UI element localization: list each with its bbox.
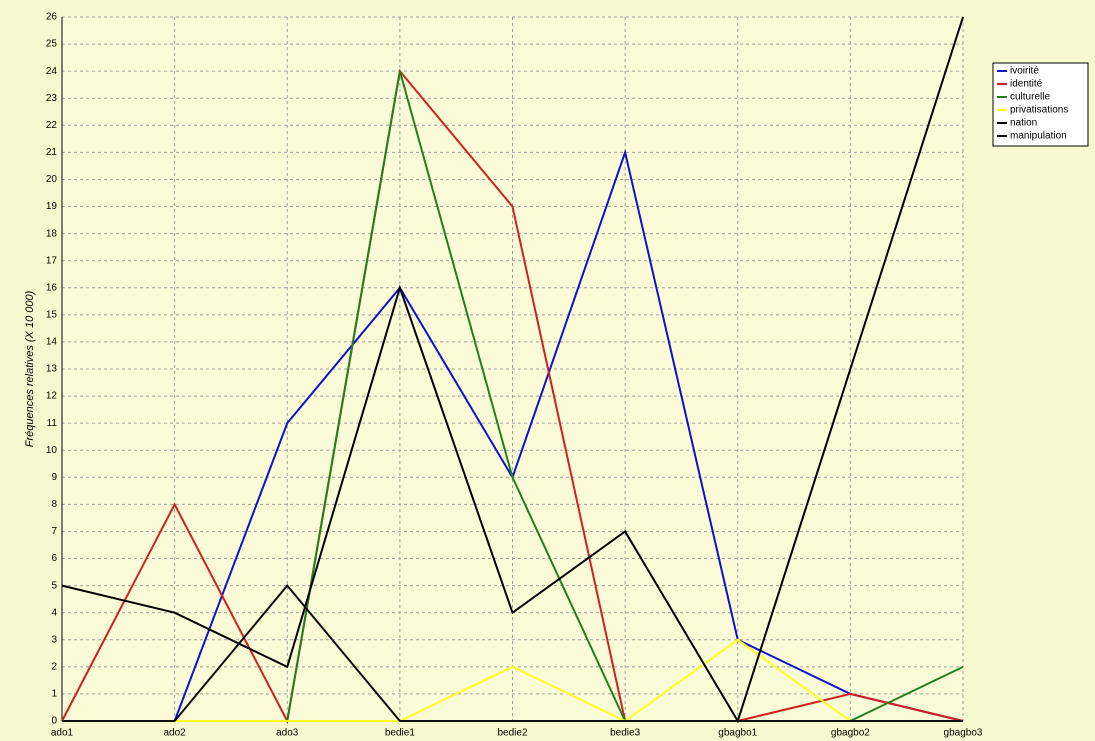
series-line: [61, 68, 964, 725]
y-tick-label: 23: [46, 93, 58, 104]
y-tick-label: 10: [46, 445, 58, 456]
y-tick-label: 9: [51, 472, 57, 483]
x-tick-label: gbagbo3: [944, 728, 983, 739]
y-tick-label: 0: [51, 716, 57, 727]
series-line: [62, 638, 963, 723]
x-tick-label: gbagbo2: [831, 728, 870, 739]
y-axis-label: Fréquences relatives (X 10 000): [24, 290, 36, 447]
series-line: [61, 16, 964, 724]
y-tick-label: 12: [46, 391, 58, 402]
y-tick-label: 4: [51, 607, 57, 618]
y-tick-label: 2: [51, 661, 57, 672]
y-tick-label: 14: [46, 337, 58, 348]
x-tick-label: bedie1: [385, 728, 415, 739]
x-tick-label: bedie3: [610, 728, 640, 739]
y-tick-label: 19: [46, 201, 58, 212]
legend-label: ivoirité: [1010, 66, 1039, 77]
y-tick-label: 24: [46, 66, 58, 77]
series-line: [62, 584, 963, 722]
x-tick-label: bedie2: [497, 728, 527, 739]
y-tick-label: 11: [47, 418, 58, 429]
y-tick-label: 18: [46, 228, 58, 239]
y-tick-label: 6: [51, 553, 57, 564]
y-tick-label: 16: [46, 282, 58, 293]
legend-label: privatisations: [1010, 105, 1068, 116]
y-tick-label: 21: [46, 147, 58, 158]
y-tick-label: 7: [51, 526, 57, 537]
legend-box: [992, 62, 1089, 147]
x-tick-label: gbagbo1: [718, 728, 757, 739]
legend-label: manipulation: [1010, 131, 1067, 142]
legend-label: identité: [1010, 79, 1043, 90]
y-tick-label: 15: [46, 309, 58, 320]
legend-label: culturelle: [1010, 92, 1050, 103]
y-tick-label: 8: [51, 499, 57, 510]
x-tick-label: ado3: [276, 728, 299, 739]
y-tick-label: 5: [51, 580, 57, 591]
x-tick-label: ado1: [51, 728, 74, 739]
y-tick-label: 22: [46, 120, 58, 131]
legend-label: nation: [1010, 118, 1037, 129]
y-tick-label: 20: [46, 174, 58, 185]
y-tick-label: 26: [46, 12, 58, 23]
y-tick-label: 25: [46, 39, 58, 50]
y-tick-label: 13: [46, 364, 58, 375]
x-tick-label: ado2: [164, 728, 187, 739]
y-tick-label: 3: [51, 634, 57, 645]
y-tick-label: 1: [51, 689, 57, 700]
y-tick-label: 17: [46, 255, 58, 266]
